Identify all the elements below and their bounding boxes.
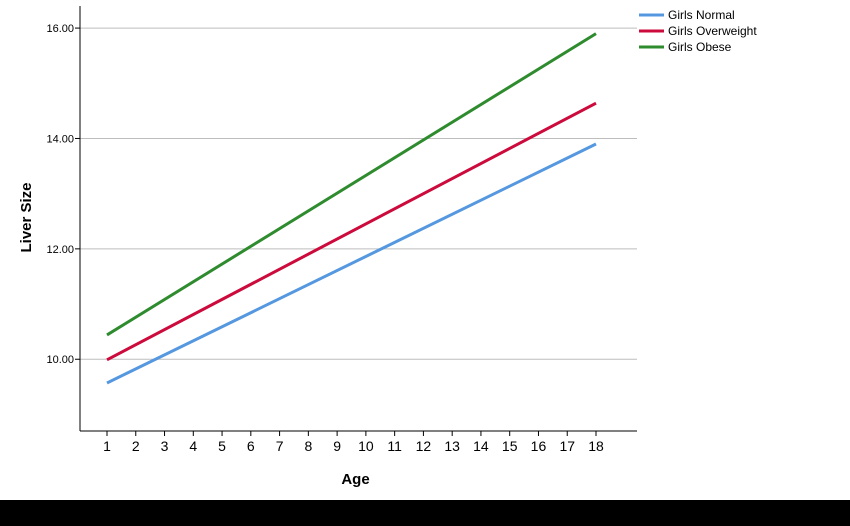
x-tick-label: 15 (502, 438, 518, 454)
y-tick-label: 12.00 (46, 244, 74, 256)
x-tick-label: 13 (444, 438, 460, 454)
x-tick-label: 4 (189, 438, 197, 454)
legend-label: Girls Obese (668, 40, 732, 54)
x-tick-label: 8 (304, 438, 312, 454)
x-tick-label: 2 (132, 438, 140, 454)
y-axis-title: Liver Size (18, 182, 35, 252)
series-line (106, 101, 597, 362)
x-tick-label: 10 (358, 438, 374, 454)
y-tick-labels: 10.00 12.00 14.00 16.00 (46, 23, 80, 366)
y-tick-label: 10.00 (46, 354, 74, 366)
y-tick-label: 16.00 (46, 23, 74, 35)
series-lines (106, 32, 597, 385)
gridlines (80, 27, 637, 360)
x-tick-label: 18 (588, 438, 604, 454)
legend: Girls Normal Girls Overweight Girls Obese (639, 8, 757, 54)
x-tick-label: 12 (416, 438, 432, 454)
axes (79, 6, 637, 432)
x-tick-label: 6 (247, 438, 255, 454)
x-tick-label: 14 (473, 438, 489, 454)
x-tick-label: 17 (559, 438, 575, 454)
x-tick-label: 7 (276, 438, 284, 454)
series-line (106, 142, 597, 385)
legend-label: Girls Overweight (668, 24, 757, 38)
bottom-bar (0, 500, 850, 526)
x-tick-label: 9 (333, 438, 341, 454)
x-tick-label: 16 (531, 438, 547, 454)
legend-label: Girls Normal (668, 8, 735, 22)
x-tick-label: 3 (161, 438, 169, 454)
x-tick-label: 5 (218, 438, 226, 454)
y-tick-label: 14.00 (46, 133, 74, 145)
x-tick-label: 11 (387, 438, 402, 454)
x-tick-labels: 1 2 3 4 5 6 7 8 9 10 11 12 13 14 15 16 17 18 (103, 431, 604, 454)
series-line (106, 32, 597, 337)
x-tick-label: 1 (103, 438, 111, 454)
x-axis-title: Age (341, 471, 369, 488)
